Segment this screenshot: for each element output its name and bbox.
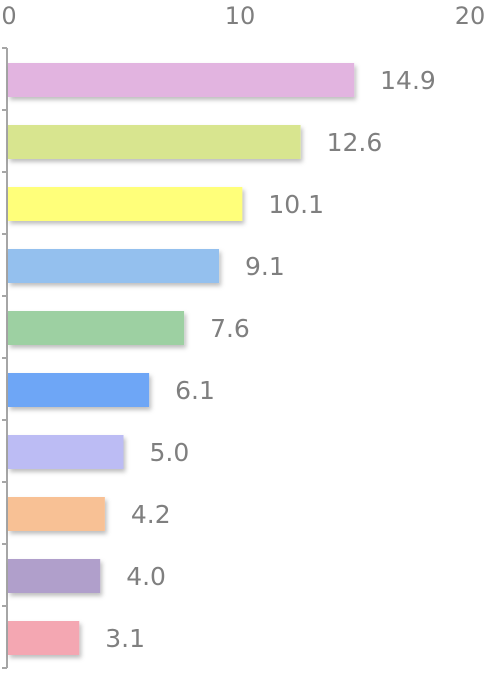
bar bbox=[8, 311, 185, 345]
bar-value-label: 12.6 bbox=[327, 128, 383, 157]
x-tick-label: 0 bbox=[1, 2, 16, 30]
bar bbox=[8, 187, 243, 221]
data-labels: 14.9 12.6 10.1 9.1 7.6 6.1 5.0 4.2 4.0 3.1 bbox=[105, 66, 436, 653]
bar-value-label: 4.2 bbox=[131, 500, 171, 529]
bar-value-label: 7.6 bbox=[210, 314, 250, 343]
x-tick-label: 10 bbox=[225, 2, 256, 30]
bar bbox=[8, 125, 301, 159]
bars bbox=[8, 63, 355, 655]
bar-value-label: 5.0 bbox=[150, 438, 190, 467]
bar bbox=[8, 559, 101, 593]
bar-value-label: 14.9 bbox=[380, 66, 436, 95]
bar-value-label: 10.1 bbox=[268, 190, 324, 219]
bar bbox=[8, 249, 220, 283]
bar bbox=[8, 435, 124, 469]
x-tick-label: 20 bbox=[455, 2, 486, 30]
bar bbox=[8, 497, 105, 531]
bar-value-label: 6.1 bbox=[175, 376, 215, 405]
bar bbox=[8, 373, 150, 407]
bar-value-label: 4.0 bbox=[126, 562, 166, 591]
bar bbox=[8, 63, 355, 97]
bar bbox=[8, 621, 80, 655]
bar-value-label: 9.1 bbox=[245, 252, 285, 281]
bar-value-label: 3.1 bbox=[105, 624, 145, 653]
